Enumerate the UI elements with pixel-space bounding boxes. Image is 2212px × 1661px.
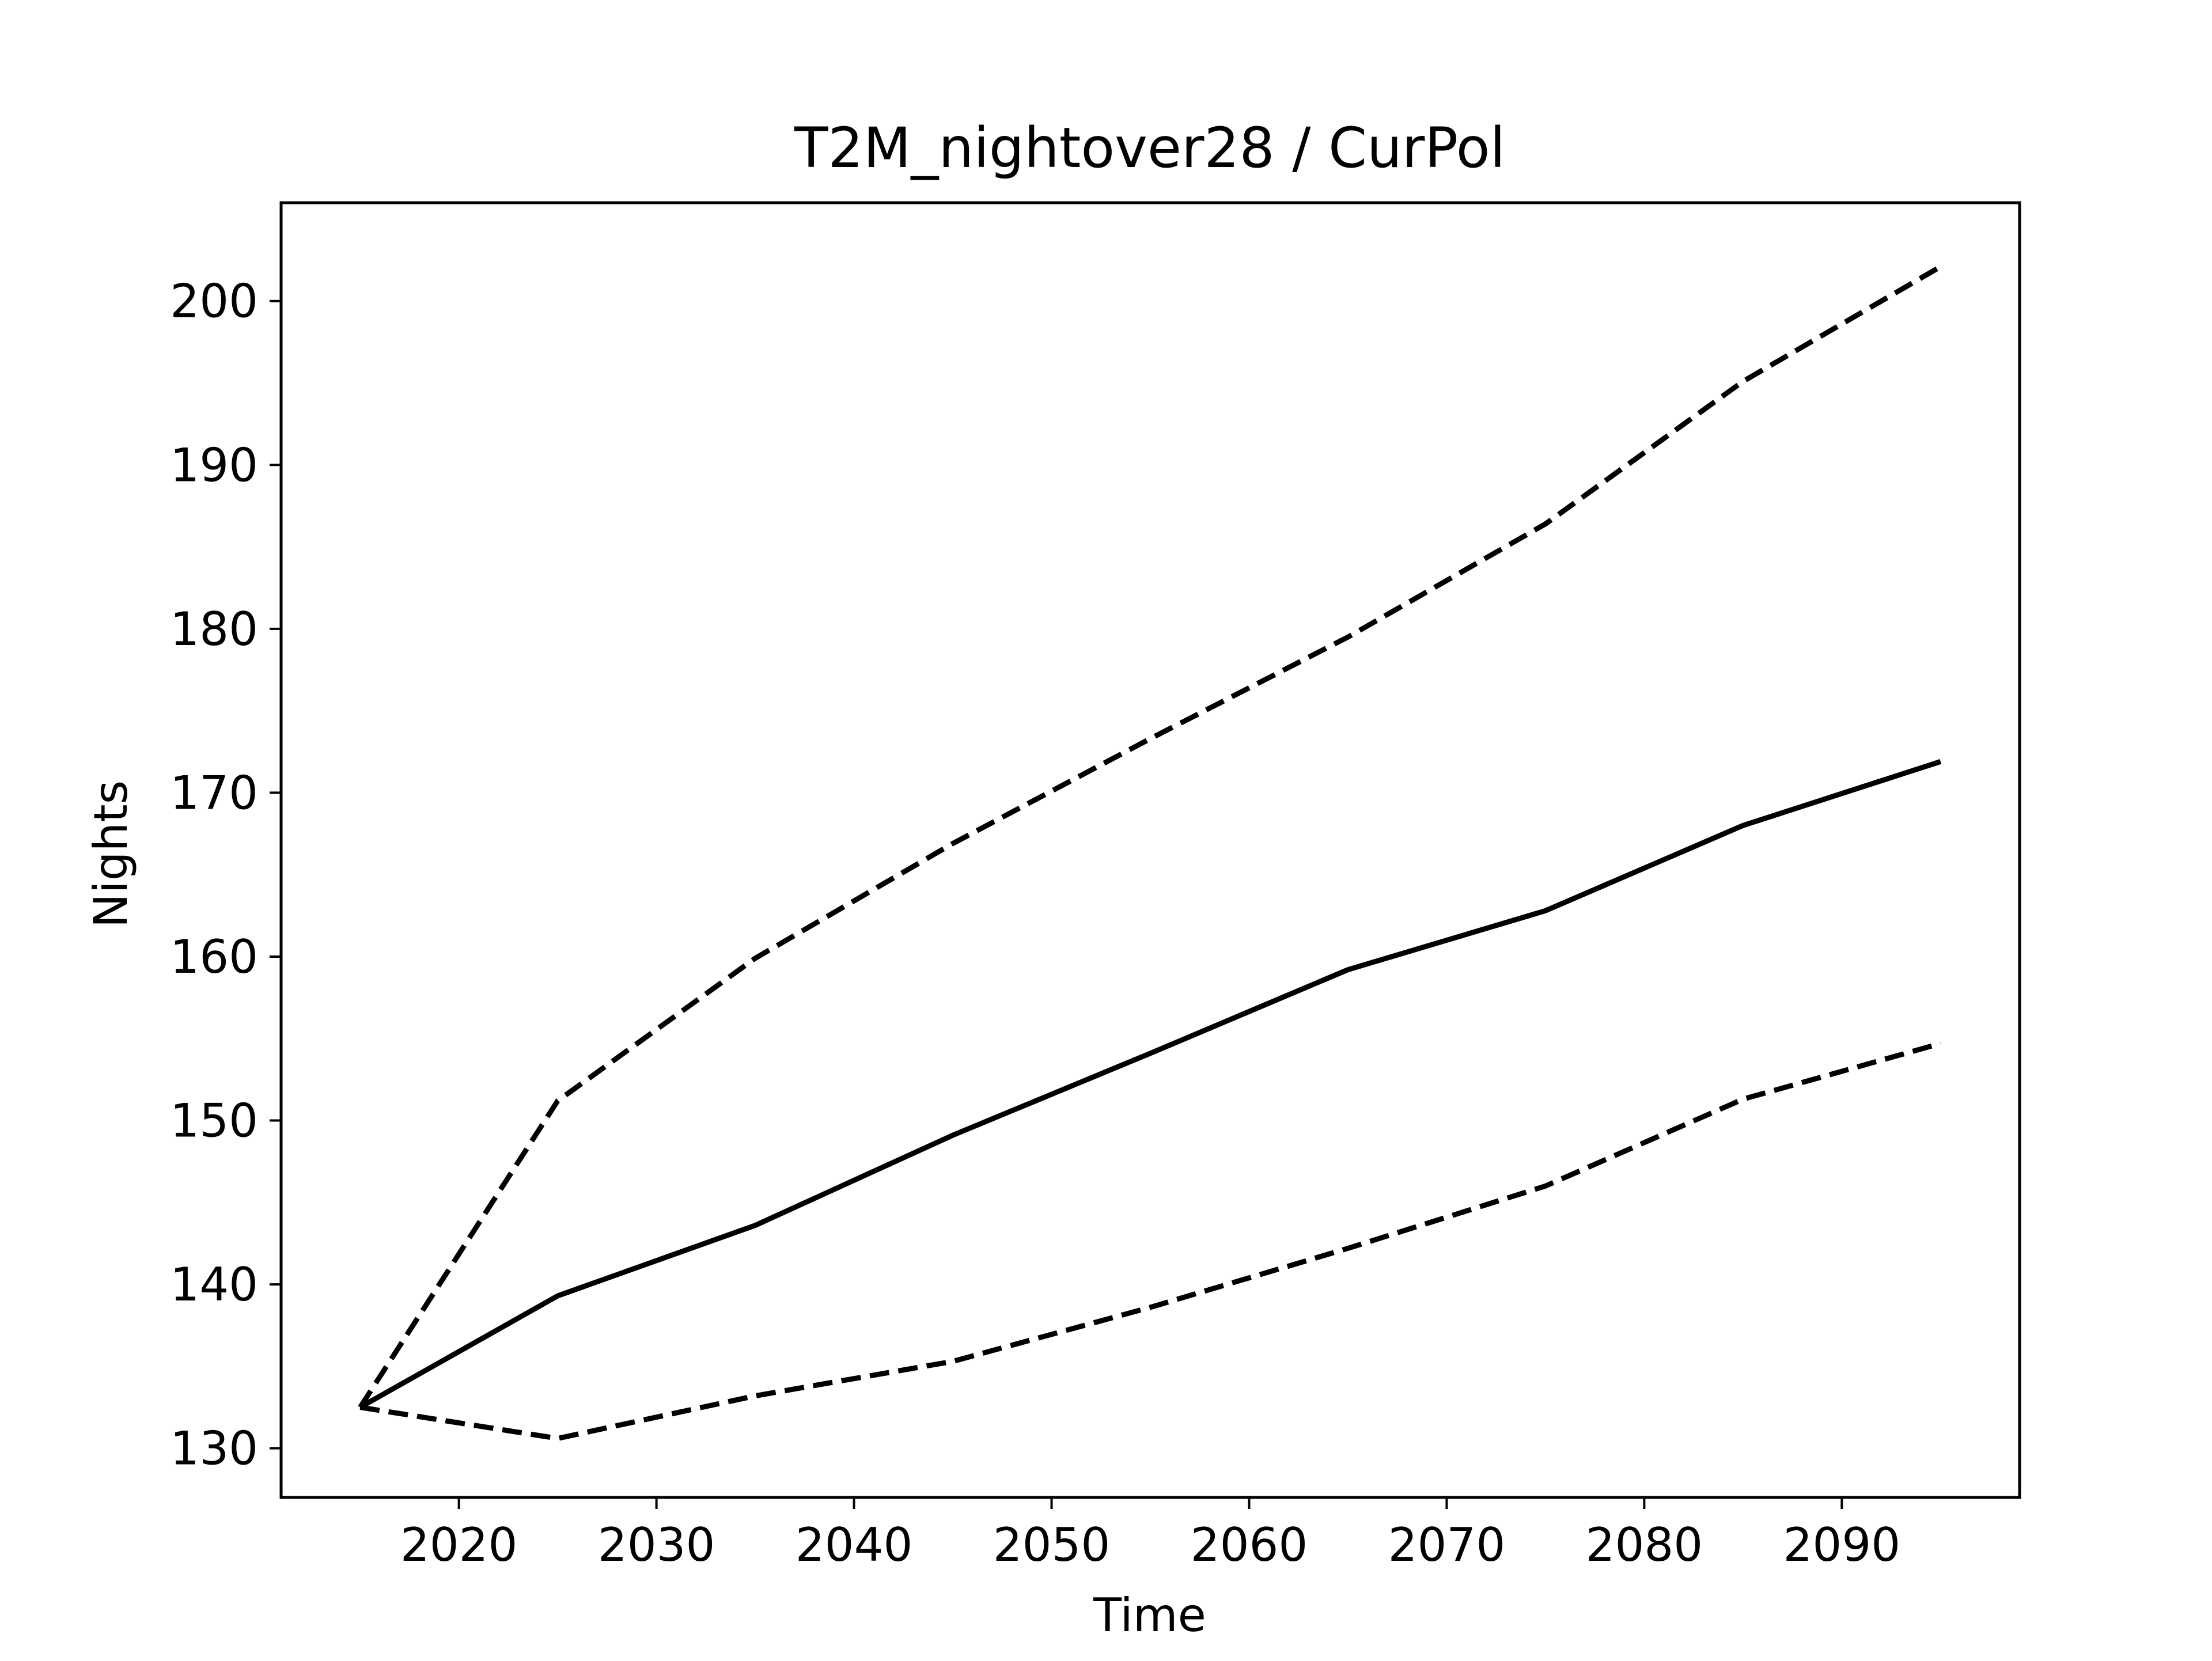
y-axis-label: Nights [84,780,138,928]
series-line-2 [358,264,1942,1409]
x-tick-label: 2060 [1191,1518,1308,1572]
x-axis-ticks: 2020 2030 2040 2050 2060 2070 2080 2090 [400,1497,1900,1572]
y-tick-label: 190 [170,438,258,492]
y-tick-label: 160 [170,930,258,984]
y-tick-label: 150 [170,1094,258,1148]
y-tick-label: 200 [170,275,258,328]
plot-area-frame [279,201,2021,1499]
y-tick-label: 180 [170,602,258,656]
series-line-1 [358,759,1942,1410]
x-tick-label: 2090 [1783,1518,1901,1572]
x-axis-label: Time [1093,1588,1206,1642]
x-tick-label: 2040 [796,1518,913,1572]
x-tick-label: 2020 [400,1518,518,1572]
x-tick-label: 2030 [598,1518,715,1572]
x-tick-label: 2050 [993,1518,1111,1572]
y-tick-label: 140 [170,1258,258,1311]
x-tick-label: 2080 [1586,1518,1703,1572]
y-axis-ticks: 130 140 150 160 170 180 190 200 [170,275,281,1476]
series-line-3 [359,1041,1942,1442]
chart-title: T2M_nightover28 / CurPol [794,116,1505,180]
y-tick-label: 170 [170,766,258,820]
series-layer [358,264,1942,1442]
x-tick-label: 2070 [1388,1518,1506,1572]
y-tick-label: 130 [170,1422,258,1476]
